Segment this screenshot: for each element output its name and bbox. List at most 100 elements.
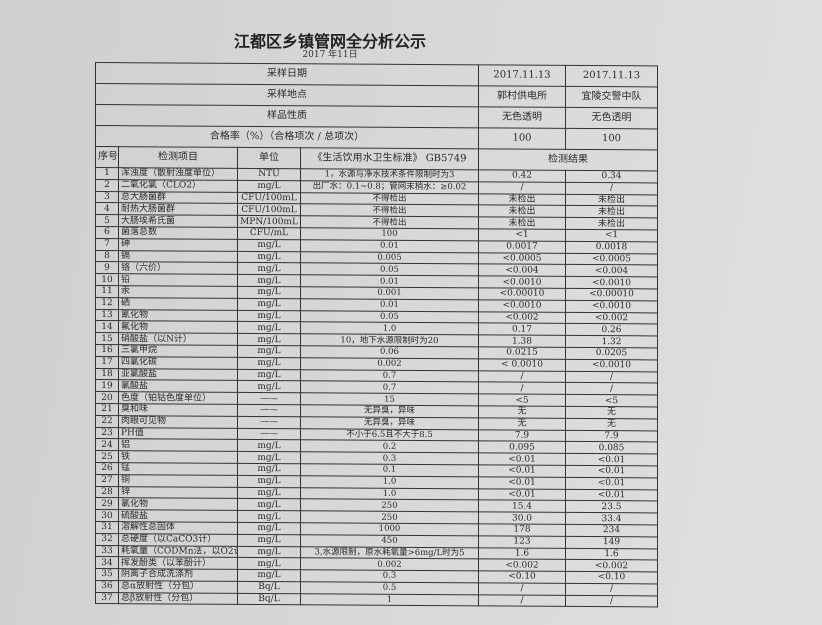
header-value-site-1: 2017.11.13: [478, 64, 566, 87]
row-unit: mg/L: [237, 180, 301, 193]
row-seq: 7: [95, 238, 119, 251]
row-item: 浑浊度（散射浊度单位）: [118, 167, 238, 181]
row-result-site-1: 15.4: [478, 500, 566, 513]
header-value-site-2: 无色透明: [565, 107, 658, 129]
col-unit: 单位: [237, 147, 301, 169]
row-result-site-2: 1.6: [565, 547, 658, 561]
row-unit: mg/L: [237, 557, 301, 570]
water-analysis-table: 采样日期 2017.11.13 2017.11.13 采样地点 郭村供电所 宜陵交警中队样…: [95, 62, 658, 608]
row-seq: 23: [95, 427, 119, 439]
row-result-site-2: 0.085: [565, 441, 658, 455]
row-standard: 0.01: [300, 274, 479, 288]
row-unit: Bq/L: [237, 581, 301, 594]
row-item: 耐热大肠菌群: [118, 203, 238, 216]
row-result-site-1: 未检出: [478, 217, 566, 230]
row-standard: 450: [300, 534, 479, 548]
table-row: 37 总β放射性（分包） Bq/L 1//: [95, 592, 658, 608]
row-seq: 17: [95, 356, 119, 369]
row-result-site-1: <0.0010: [478, 276, 566, 289]
row-unit: mg/L: [237, 345, 301, 358]
row-result-site-2: /: [565, 583, 658, 596]
row-seq: 3: [95, 191, 119, 204]
row-result-site-2: /: [565, 182, 658, 195]
row-item: 铬（六价）: [118, 262, 238, 275]
row-unit: Bq/L: [237, 593, 301, 606]
row-seq: 18: [95, 368, 119, 380]
row-standard: 3,水源限制，原水耗氧量>6mg/L时为5: [300, 546, 479, 560]
row-result-site-1: 无: [478, 417, 566, 430]
row-unit: CFU/100mL: [237, 203, 301, 216]
row-unit: mg/L: [237, 498, 301, 511]
row-result-site-1: <0.002: [478, 559, 566, 572]
row-result-site-1: <0.00010: [478, 287, 566, 301]
row-result-site-1: /: [478, 382, 566, 395]
row-item: 二氧化氯（CLO2）: [118, 179, 238, 192]
row-result-site-1: <0.01: [478, 476, 566, 489]
row-result-site-1: <1: [478, 228, 566, 242]
row-seq: 10: [95, 273, 119, 286]
row-standard: 0.05: [300, 310, 479, 324]
row-standard: 10，地下水源限制时为20: [300, 333, 479, 347]
row-seq: 27: [95, 474, 119, 487]
row-result-site-1: < 0.0010: [478, 358, 566, 371]
row-standard: 250: [300, 499, 479, 512]
row-result-site-2: <5: [565, 394, 658, 407]
row-unit: mg/L: [237, 545, 301, 559]
row-seq: 20: [95, 391, 119, 404]
header-value-site-1: 无色透明: [478, 106, 566, 129]
row-item: 四氯化碳: [118, 356, 238, 369]
row-standard: 1.0: [300, 475, 479, 489]
row-result-site-1: <0.01: [478, 488, 566, 501]
row-seq: 9: [95, 261, 119, 274]
row-item: 硝酸盐（以N计）: [118, 332, 238, 346]
row-standard: 不小于6.5且不大于8.5: [300, 428, 479, 442]
row-standard: 0.7: [300, 381, 479, 394]
row-item: 铁: [118, 450, 238, 464]
row-standard: 无异臭，异味: [300, 416, 479, 430]
row-result-site-1: /: [478, 181, 566, 194]
row-item: 铜: [118, 474, 238, 487]
row-unit: mg/L: [237, 274, 301, 287]
row-result-site-2: 7.9: [565, 429, 658, 443]
row-result-site-1: 未检出: [478, 205, 566, 218]
row-item: 肉眼可见物: [118, 415, 238, 428]
row-result-site-2: <1: [565, 229, 658, 242]
row-result-site-1: 123: [478, 535, 566, 548]
row-unit: mg/L: [237, 463, 301, 476]
row-result-site-1: <0.01: [478, 452, 566, 466]
row-unit: mg/L: [237, 368, 301, 382]
row-unit: mg/L: [237, 475, 301, 488]
row-result-site-2: <0.00010: [565, 288, 658, 301]
row-standard: 0.002: [300, 558, 479, 571]
row-standard: 0.01: [300, 239, 479, 253]
row-unit: mg/L: [237, 522, 301, 535]
row-result-site-2: 23.5: [565, 500, 658, 514]
row-unit: ——: [237, 416, 301, 429]
document-title: 江都区乡镇管网全分析公示: [233, 32, 426, 51]
row-item: 硒: [118, 297, 238, 310]
row-result-site-2: <0.002: [565, 311, 658, 325]
row-seq: 16: [95, 344, 119, 357]
row-result-site-1: 178: [478, 523, 566, 537]
col-item: 检测项目: [118, 146, 238, 169]
row-result-site-2: 0.34: [565, 170, 658, 183]
header-value-site-2: 100: [565, 128, 658, 150]
row-seq: 21: [95, 403, 119, 416]
row-result-site-1: <0.004: [478, 264, 566, 277]
row-unit: mg/L: [237, 486, 301, 500]
row-item: 镉: [118, 250, 238, 263]
row-result-site-2: /: [565, 595, 658, 608]
row-unit: mg/L: [237, 309, 301, 323]
row-result-site-2: <0.002: [565, 559, 658, 573]
header-value-site-2: 2017.11.13: [565, 65, 658, 87]
row-result-site-1: 1.6: [478, 547, 566, 560]
row-seq: 14: [95, 320, 119, 333]
row-unit: mg/L: [237, 298, 301, 311]
row-standard: 0.7: [300, 369, 479, 383]
row-unit: ——: [237, 404, 301, 417]
row-item: 氯酸盐: [118, 379, 238, 393]
row-item: 总硬度（以CaCO3计）: [118, 533, 238, 546]
col-seq: 序号: [95, 146, 119, 168]
row-result-site-1: 未检出: [478, 193, 566, 206]
row-item: 色度（铂钴色度单位）: [118, 391, 238, 405]
